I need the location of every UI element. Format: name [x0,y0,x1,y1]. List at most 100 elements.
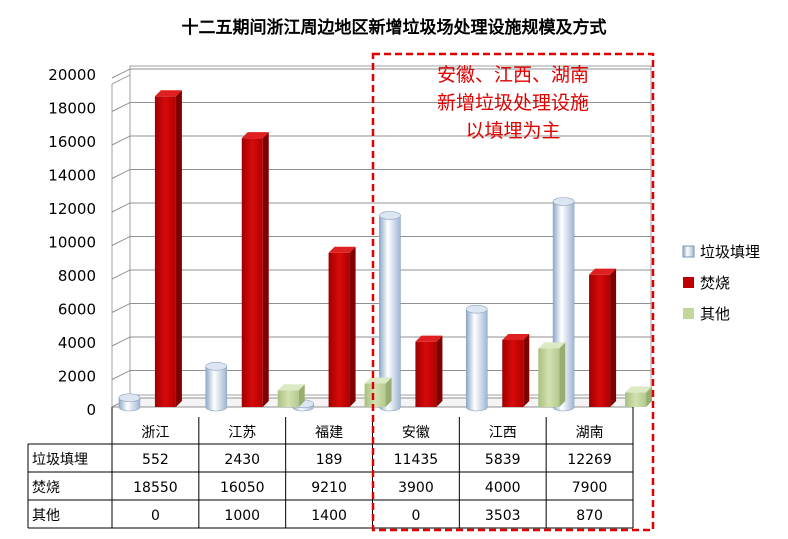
bar-top [118,393,141,403]
x-category-label: 福建 [315,425,343,441]
bar-top [502,334,530,340]
y-tick-label: 8000 [58,267,96,285]
legend-item: 焚烧 [683,274,730,292]
chart-title: 十二五期间浙江周边地区新增垃圾场处理设施规模及方式 [182,17,607,38]
y-tick-label: 16000 [48,133,96,151]
legend-item: 垃圾填埋 [682,243,760,261]
bar-其他-湖南 [625,386,653,407]
bar-side [610,268,617,407]
table-row-label: 垃圾填埋 [32,452,88,468]
x-category-label: 安徽 [402,425,430,441]
x-category-label: 江苏 [228,425,256,441]
annotation-text: 新增垃圾处理设施 [437,92,589,114]
bar-side [175,90,182,407]
legend-item: 其他 [683,305,730,323]
bar-top [465,304,488,314]
bar-body [465,308,488,412]
bar-top [364,377,392,384]
bar-垃圾填埋-安徽 [379,211,401,412]
bar-top [328,246,356,253]
annotation-box [371,52,655,532]
bar-焚烧-安徽 [415,335,443,407]
bar-垃圾填埋-江西 [465,304,488,412]
bar-垃圾填埋-江苏 [205,361,228,412]
bar-焚烧-江西 [502,334,530,407]
x-category-label: 江西 [489,425,517,441]
legend-label: 垃圾填埋 [700,243,760,261]
table-row-label: 其他 [32,508,60,524]
bar-front [241,138,263,407]
bar-side [349,246,356,407]
table-cell: 3900 [398,480,434,496]
bar-焚烧-浙江 [154,90,182,407]
legend-label: 焚烧 [700,274,730,292]
bar-front [364,383,386,407]
table-cell: 7900 [572,480,608,496]
bar-top [538,342,566,349]
bar-top [625,386,653,393]
legend-label: 其他 [700,305,730,323]
bar-side [436,335,443,407]
bar-焚烧-江苏 [241,132,269,407]
bar-front [502,340,524,407]
y-tick-label: 6000 [58,301,96,319]
bar-焚烧-湖南 [589,268,617,407]
bar-top [277,384,305,391]
bar-其他-江苏 [277,384,305,407]
legend-swatch [682,245,695,258]
table-cell: 552 [142,452,169,468]
bar-top [552,197,575,206]
table-cell: 11435 [394,452,439,468]
x-category-label: 浙江 [141,425,169,441]
annotation-text: 以填埋为主 [465,120,560,142]
table-row-label: 焚烧 [32,480,60,496]
bar-top [379,211,401,220]
bar-side [523,334,530,407]
bar-side [646,386,653,407]
bar-body [379,215,401,412]
y-tick-label: 4000 [58,334,96,352]
table-cell: 0 [151,508,160,524]
y-tick-label: 0 [86,401,96,419]
bar-垃圾填埋-浙江 [118,393,141,412]
bar-top [589,268,617,275]
gridline [111,236,651,246]
y-tick-label: 14000 [48,167,96,185]
bar-top [241,132,269,139]
bar-side [262,132,269,407]
table-cell: 0 [411,508,420,524]
bar-front [277,390,299,407]
table-cell: 4000 [485,480,521,496]
gridline [111,102,651,112]
legend-swatch [683,277,694,288]
annotation-text: 安徽、江西、湖南 [437,64,589,86]
bar-其他-福建 [364,377,392,407]
bar-side [298,384,305,407]
bar-top [205,361,228,371]
table-cell: 9210 [311,480,347,496]
bar-side [385,377,392,407]
y-tick-label: 12000 [48,200,96,218]
gridline [111,68,651,79]
table-cell: 1000 [224,508,260,524]
x-category-label: 湖南 [576,425,604,441]
bar-top [154,90,182,97]
table-cell: 3503 [485,508,521,524]
bar-side [559,342,566,407]
bar-front [154,96,176,407]
bar-front [589,274,611,407]
bar-top [415,335,443,342]
table-cell: 18550 [133,480,178,496]
bar-front [538,348,560,407]
gridline [111,135,651,146]
bar-front [415,341,437,407]
gridline [111,269,651,280]
bar-焚烧-福建 [328,246,356,407]
table-cell: 16050 [220,480,265,496]
gridline [111,303,651,313]
bar-其他-江西 [538,342,566,407]
table-cell: 5839 [485,452,521,468]
y-tick-label: 18000 [48,100,96,118]
